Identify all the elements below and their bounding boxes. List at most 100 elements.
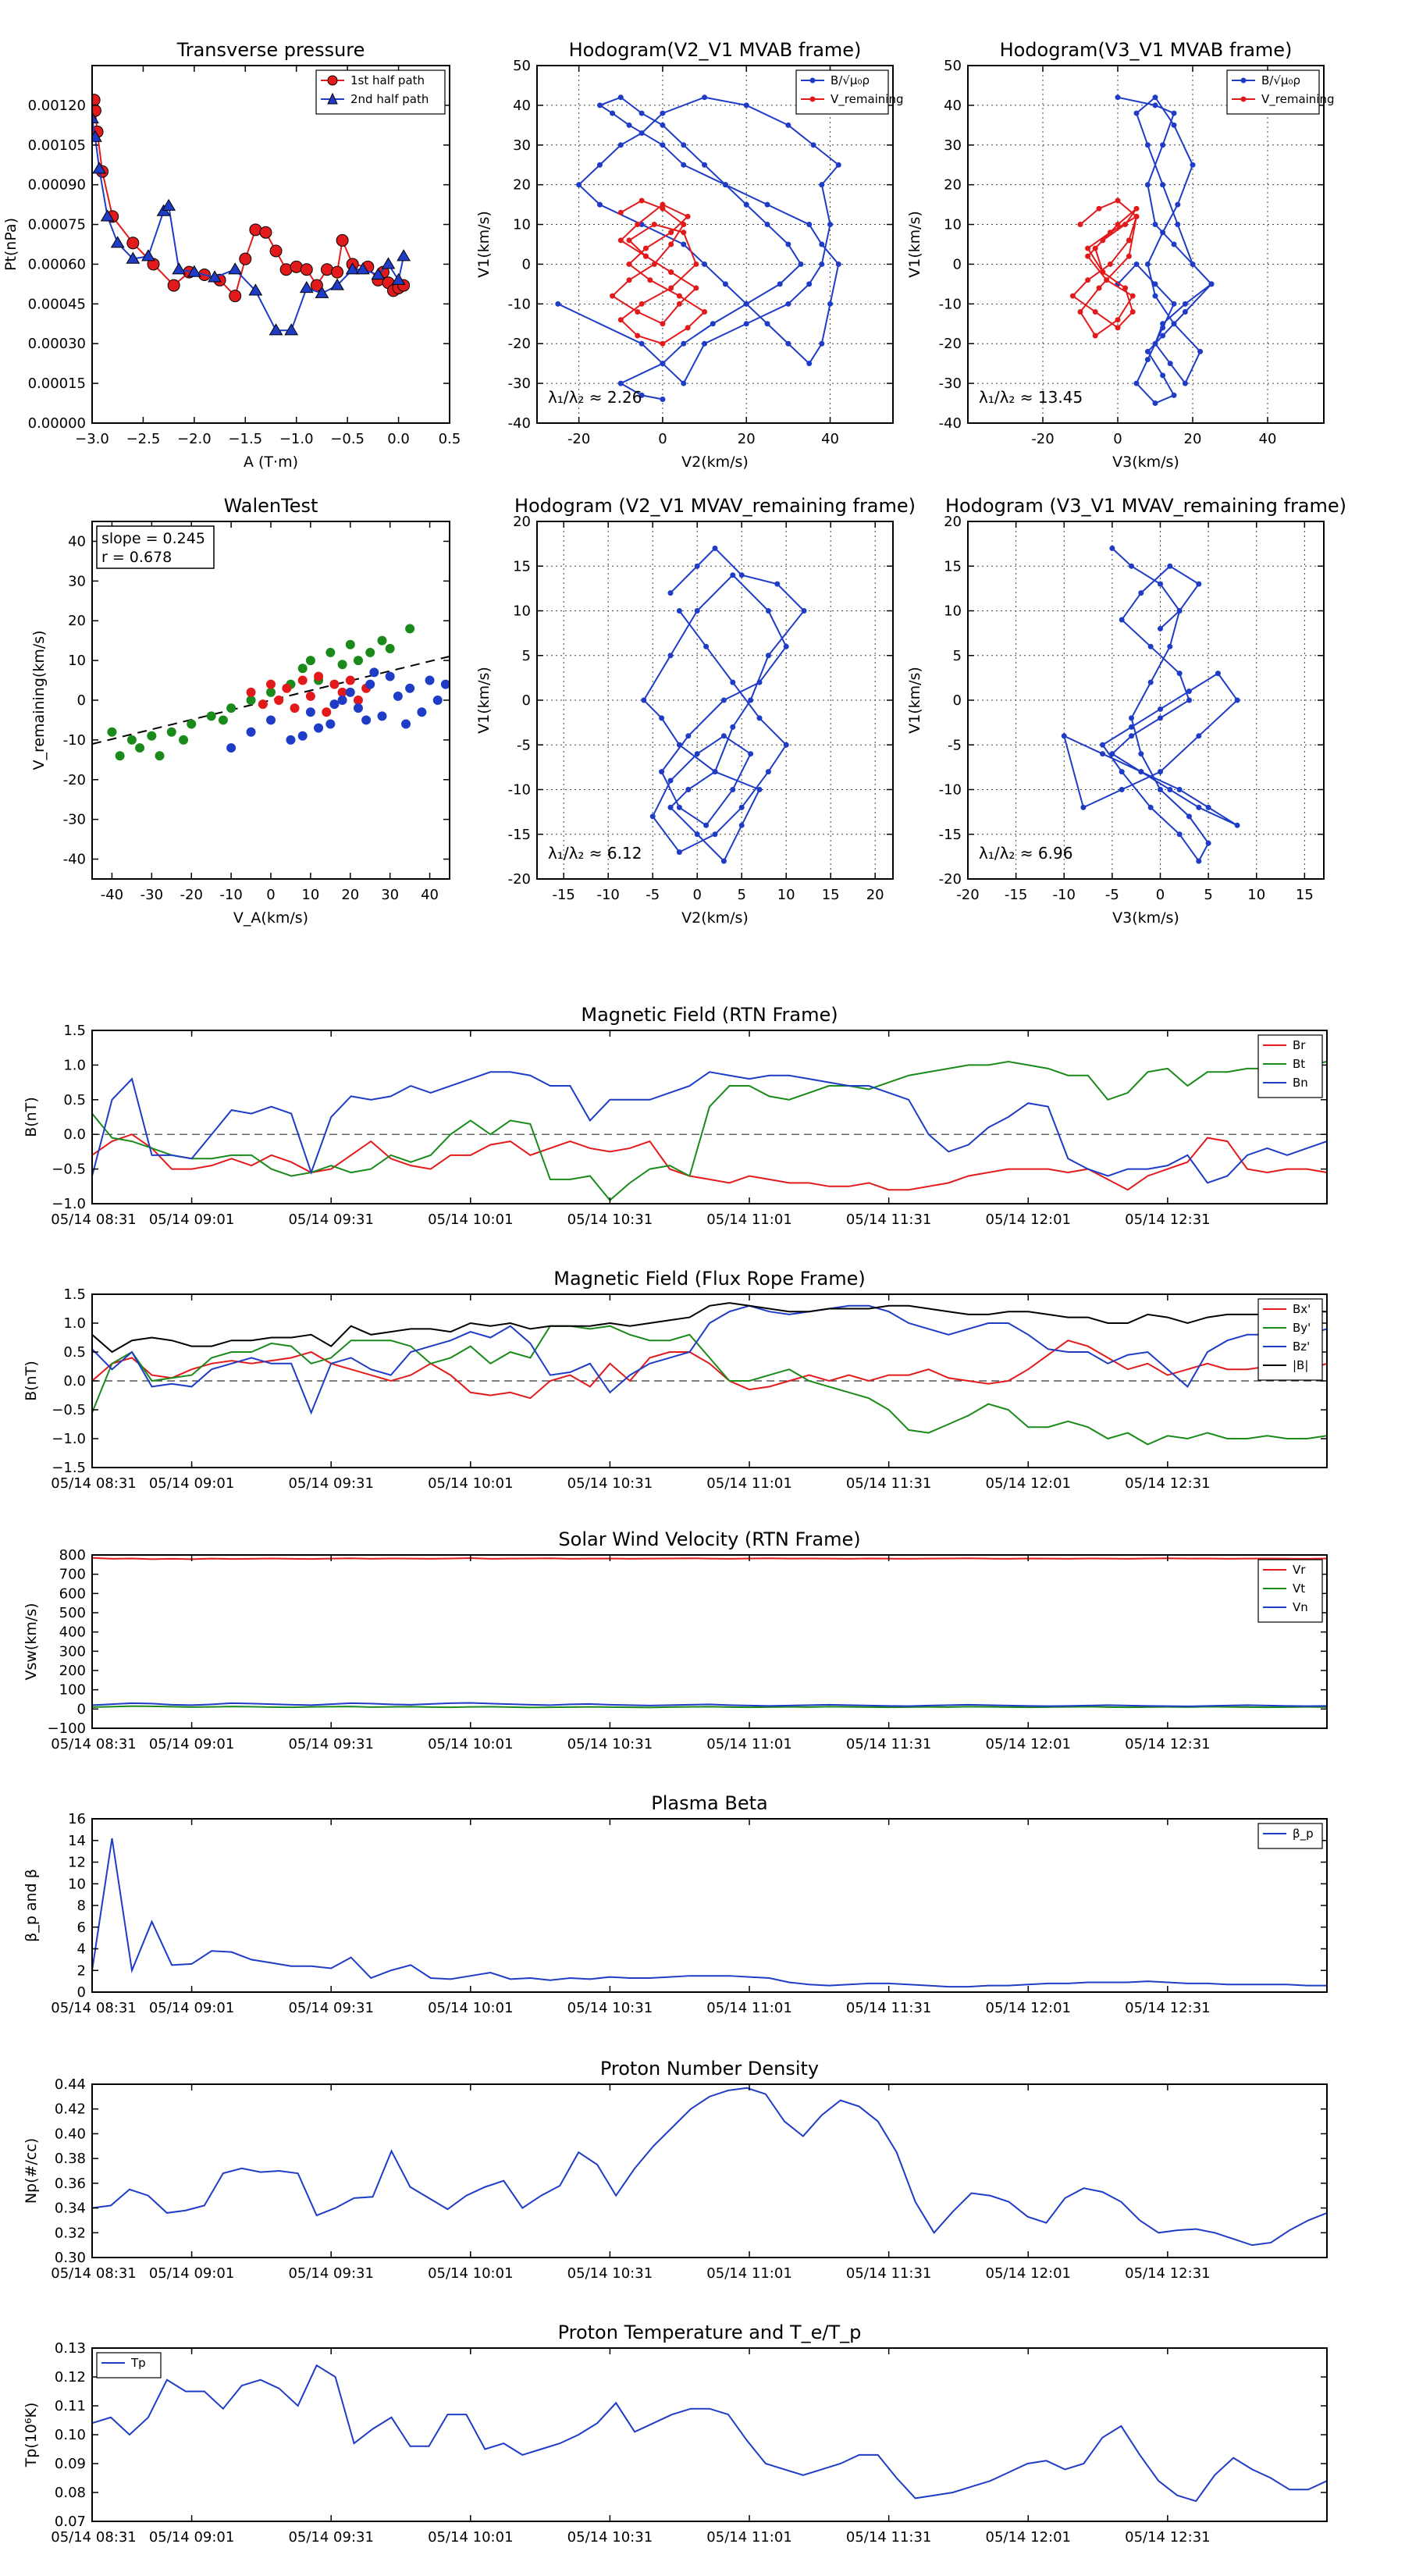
data-point	[337, 687, 347, 697]
x-tick-label: 40	[421, 887, 439, 903]
data-point	[248, 283, 263, 296]
chart-np: Proton Number Density 05/14 09:01 05/14 09…	[23, 2058, 1328, 2282]
data-point	[638, 110, 645, 116]
data-point	[1107, 261, 1113, 267]
y-tick-label: -20	[939, 336, 962, 352]
y-tick-label: 20	[944, 514, 962, 530]
x-tick-label: 05/14 10:01	[428, 2000, 513, 2016]
data-point	[702, 162, 708, 168]
y-tick-label: 0.0	[63, 1126, 86, 1143]
x-tick-label: 05/14 11:31	[846, 2265, 931, 2282]
data-point	[345, 687, 355, 697]
x-tick-label: −3.0	[75, 431, 109, 447]
chart-title: Transverse pressure	[176, 39, 365, 61]
data-point	[305, 656, 315, 666]
y-tick-label: 0.42	[55, 2101, 86, 2118]
data-point	[1182, 301, 1188, 307]
data-point	[694, 831, 700, 838]
data-point	[681, 162, 687, 168]
y-tick-label: 8	[77, 1898, 86, 1914]
data-point	[712, 545, 718, 551]
data-point	[1100, 237, 1106, 244]
data-point	[401, 719, 411, 729]
y-tick-label: 2	[77, 1962, 86, 1979]
data-point	[626, 237, 632, 244]
data-point	[638, 301, 645, 307]
data-point	[1182, 309, 1188, 315]
data-point	[801, 608, 807, 614]
data-point	[743, 301, 749, 307]
data-point	[765, 608, 771, 614]
data-point	[115, 751, 125, 761]
data-point	[229, 290, 242, 303]
data-point	[361, 715, 372, 725]
legend-label: Vr	[1293, 1563, 1306, 1577]
data-point	[785, 122, 791, 128]
x-tick-label: 05/14 11:01	[706, 1212, 791, 1228]
data-point	[1152, 340, 1158, 347]
y-tick-label: 16	[68, 1811, 86, 1827]
y-tick-label: 0.32	[55, 2225, 86, 2241]
x-tick-label: 15	[1296, 887, 1314, 903]
x-tick-label: 0	[1156, 887, 1165, 903]
y-tick-label: 0.00120	[28, 98, 86, 114]
data-point	[246, 696, 256, 705]
x-tick-label: 05/14 11:01	[706, 2265, 791, 2282]
data-point	[1160, 325, 1166, 331]
x-tick-label: −2.0	[177, 431, 212, 447]
y-tick-label: 0.11	[55, 2398, 86, 2414]
plot-area	[641, 545, 807, 864]
plot-area	[555, 94, 841, 402]
y-tick-label: 6	[77, 1920, 86, 1936]
series-red	[246, 671, 372, 717]
chart-title: Hodogram (V2_V1 MVAV_remaining frame)	[514, 495, 916, 517]
x-tick-label: 05/14 09:31	[288, 1212, 373, 1228]
data-point	[1171, 122, 1177, 128]
legend: Vr Vt Vn	[1257, 1559, 1323, 1623]
data-point	[1133, 213, 1140, 219]
data-point	[743, 321, 749, 327]
data-point	[730, 679, 736, 685]
chart-walen: WalenTest-40 -30 -20 -10 0 10 20 30 40-40-30-20-…	[30, 495, 450, 927]
data-point	[1160, 229, 1166, 236]
data-point	[835, 261, 841, 267]
annotation: λ₁/λ₂ ≈ 2.26	[548, 388, 642, 407]
data-point	[667, 590, 674, 596]
x-tick-label: 10	[777, 887, 795, 903]
series-Bx-	[92, 1340, 1327, 1400]
chart-title: Proton Number Density	[600, 2058, 819, 2080]
data-point	[730, 572, 736, 578]
data-point	[638, 130, 645, 137]
data-point	[1157, 625, 1163, 632]
data-point	[1100, 269, 1106, 276]
data-point	[702, 261, 708, 267]
data-point	[722, 182, 728, 188]
data-point	[1157, 581, 1163, 587]
chart-bfield_fr: Magnetic Field (Flux Rope Frame) 05/14 09…	[23, 1268, 1328, 1492]
series-line	[1071, 199, 1138, 337]
y-tick-label: 0.0	[63, 1373, 86, 1389]
x-axis-label: A (T·m)	[244, 454, 298, 471]
data-point	[1176, 671, 1183, 677]
data-point	[1160, 372, 1166, 379]
plot-area	[92, 2087, 1327, 2247]
data-point	[155, 751, 165, 761]
data-point	[785, 301, 791, 307]
data-point	[1122, 222, 1129, 228]
series-blue	[226, 667, 450, 753]
y-tick-label: -15	[939, 827, 962, 843]
x-tick-label: 05/14 11:31	[846, 1212, 931, 1228]
y-tick-label: 1.0	[63, 1315, 86, 1332]
data-point	[1196, 733, 1202, 739]
data-point	[1129, 309, 1136, 315]
data-point	[668, 229, 674, 236]
data-point	[305, 691, 315, 701]
y-tick-label: 20	[68, 613, 86, 629]
data-point	[649, 813, 656, 820]
data-point	[282, 683, 292, 693]
data-point	[1077, 309, 1083, 315]
y-tick-label: 40	[68, 533, 86, 550]
data-point	[1138, 769, 1144, 775]
data-point	[596, 102, 603, 109]
